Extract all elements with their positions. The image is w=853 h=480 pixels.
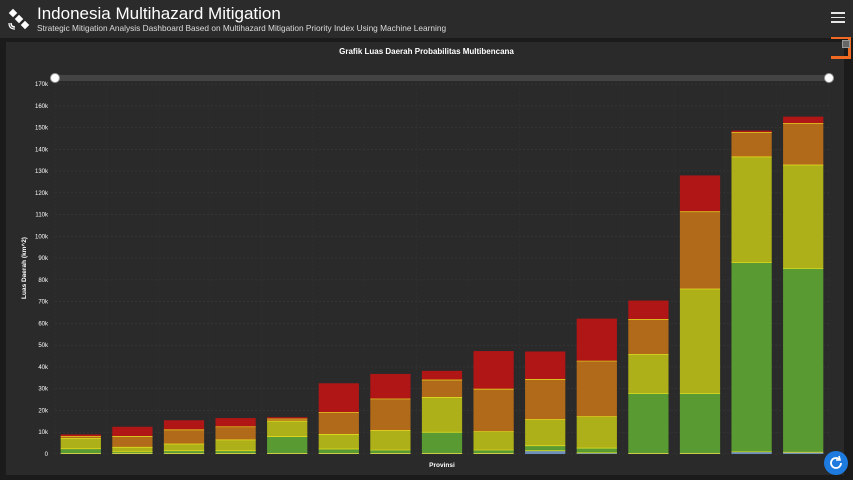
bar-segment[interactable] bbox=[576, 448, 617, 453]
hamburger-menu-icon[interactable] bbox=[831, 12, 845, 24]
app-header: Indonesia Multihazard Mitigation Strateg… bbox=[0, 0, 853, 38]
y-axis-label: Luas Daerah (km^2) bbox=[20, 237, 28, 299]
expand-icon[interactable] bbox=[842, 40, 850, 48]
y-tick-label: 50k bbox=[38, 343, 49, 349]
bar-segment[interactable] bbox=[576, 416, 617, 449]
bar-segment[interactable] bbox=[628, 393, 669, 454]
range-slider-right-handle[interactable] bbox=[824, 73, 834, 83]
bar-segment[interactable] bbox=[783, 268, 824, 453]
bar-segment[interactable] bbox=[525, 351, 566, 380]
bar-segment[interactable] bbox=[318, 383, 359, 413]
bar-segment[interactable] bbox=[267, 421, 308, 437]
bar-segment[interactable] bbox=[267, 417, 308, 419]
bar-segment[interactable] bbox=[215, 439, 256, 451]
bar-segment[interactable] bbox=[112, 436, 153, 448]
bar-segment[interactable] bbox=[163, 450, 205, 454]
bar-segment[interactable] bbox=[215, 426, 256, 440]
x-axis-label: Provinsi bbox=[429, 462, 455, 469]
y-tick-label: 20k bbox=[38, 408, 49, 414]
y-tick-label: 10k bbox=[38, 430, 49, 436]
refresh-button[interactable] bbox=[824, 451, 848, 475]
bar-segment[interactable] bbox=[783, 452, 824, 454]
y-tick-label: 80k bbox=[38, 278, 49, 284]
bar-segment[interactable] bbox=[473, 351, 514, 390]
bar-segment[interactable] bbox=[731, 130, 772, 133]
bar-segment[interactable] bbox=[783, 116, 824, 124]
y-tick-label: 160k bbox=[35, 104, 49, 110]
bar-segment[interactable] bbox=[163, 443, 205, 451]
app-subtitle: Strategic Mitigation Analysis Dashboard … bbox=[37, 23, 447, 33]
bar-segment[interactable] bbox=[112, 451, 153, 454]
bar-segment[interactable] bbox=[60, 436, 101, 439]
bar-segment[interactable] bbox=[679, 393, 721, 454]
bar-segment[interactable] bbox=[473, 389, 514, 432]
y-tick-label: 170k bbox=[35, 82, 49, 88]
y-tick-label: 60k bbox=[38, 321, 49, 327]
bar-segment[interactable] bbox=[163, 420, 205, 430]
bar-segment[interactable] bbox=[576, 361, 617, 417]
expand-highlight bbox=[831, 37, 851, 59]
chart-title: Grafik Luas Daerah Probabilitas Multiben… bbox=[339, 47, 514, 56]
y-tick-label: 150k bbox=[35, 126, 49, 132]
bar-segment[interactable] bbox=[421, 370, 463, 380]
y-tick-label: 30k bbox=[38, 387, 49, 393]
bar-segment[interactable] bbox=[628, 354, 669, 394]
bar-segment[interactable] bbox=[731, 156, 772, 263]
y-tick-label: 90k bbox=[38, 256, 49, 262]
y-tick-label: 140k bbox=[35, 147, 49, 153]
bar-segment[interactable] bbox=[731, 451, 772, 454]
bar-segment[interactable] bbox=[370, 430, 411, 451]
bar-segment[interactable] bbox=[731, 262, 772, 452]
bar-segment[interactable] bbox=[421, 432, 463, 454]
y-tick-label: 110k bbox=[35, 213, 49, 219]
bar-segment[interactable] bbox=[473, 431, 514, 451]
bar-segment[interactable] bbox=[525, 445, 566, 451]
bar-segment[interactable] bbox=[783, 123, 824, 165]
bar-segment[interactable] bbox=[628, 300, 669, 320]
bar-segment[interactable] bbox=[421, 397, 463, 433]
y-tick-label: 130k bbox=[35, 169, 49, 175]
bar-segment[interactable] bbox=[679, 211, 721, 290]
bar-segment[interactable] bbox=[628, 319, 669, 355]
bar-segment[interactable] bbox=[267, 418, 308, 422]
satellite-icon bbox=[8, 8, 30, 30]
bar-segment[interactable] bbox=[679, 175, 721, 212]
bar-segment[interactable] bbox=[421, 380, 463, 398]
bar-segment[interactable] bbox=[576, 318, 617, 362]
bar-segment[interactable] bbox=[60, 438, 101, 449]
bar-segment[interactable] bbox=[525, 379, 566, 420]
bar-segment[interactable] bbox=[163, 429, 205, 444]
bar-segment[interactable] bbox=[60, 434, 101, 437]
y-tick-label: 40k bbox=[38, 365, 49, 371]
bar-segment[interactable] bbox=[370, 450, 411, 454]
bar-segment[interactable] bbox=[679, 289, 721, 394]
bar-segment[interactable] bbox=[318, 434, 359, 449]
bar-segment[interactable] bbox=[267, 436, 308, 454]
bar-segment[interactable] bbox=[112, 447, 153, 452]
y-tick-label: 120k bbox=[35, 191, 49, 197]
bar-segment[interactable] bbox=[60, 448, 101, 454]
bar-segment[interactable] bbox=[370, 373, 411, 399]
bar-segment[interactable] bbox=[525, 419, 566, 446]
bar-segment[interactable] bbox=[318, 448, 359, 454]
bar-segment[interactable] bbox=[318, 412, 359, 435]
bar-segment[interactable] bbox=[112, 426, 153, 437]
y-tick-label: 70k bbox=[38, 300, 49, 306]
range-slider-left-handle[interactable] bbox=[50, 73, 60, 83]
app-title: Indonesia Multihazard Mitigation bbox=[37, 4, 281, 23]
bar-segment[interactable] bbox=[215, 418, 256, 427]
bar-segment[interactable] bbox=[215, 450, 256, 454]
bar-segment[interactable] bbox=[576, 452, 617, 454]
bar-segment[interactable] bbox=[783, 164, 824, 269]
bar-segment[interactable] bbox=[731, 132, 772, 157]
bar-segment[interactable] bbox=[525, 450, 566, 454]
bar-segment[interactable] bbox=[370, 398, 411, 431]
y-tick-label: 0 bbox=[45, 452, 49, 458]
y-tick-label: 100k bbox=[35, 234, 49, 240]
bar-segment[interactable] bbox=[473, 450, 514, 454]
refresh-icon bbox=[830, 455, 842, 469]
